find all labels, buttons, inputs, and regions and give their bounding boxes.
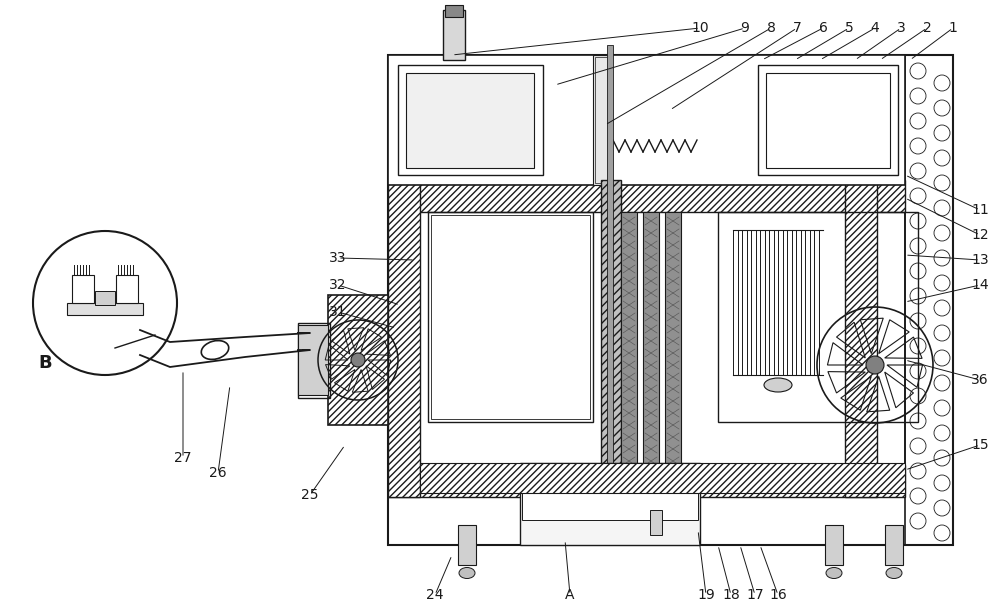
Text: 26: 26	[209, 466, 227, 480]
Text: 8: 8	[767, 21, 775, 35]
Text: 32: 32	[329, 278, 347, 292]
Ellipse shape	[826, 568, 842, 579]
Ellipse shape	[459, 568, 475, 579]
Bar	[298, 323, 330, 398]
Text: 33: 33	[329, 251, 347, 265]
Bar	[593, 55, 611, 185]
Bar	[458, 525, 476, 565]
Ellipse shape	[886, 568, 902, 579]
Text: 6: 6	[819, 21, 827, 35]
Bar	[95, 291, 115, 305]
Text: 17: 17	[746, 588, 764, 602]
Bar	[766, 73, 890, 168]
Bar	[607, 45, 613, 545]
Text: 27: 27	[174, 451, 192, 465]
Text: 24: 24	[426, 588, 444, 602]
Bar	[298, 325, 328, 395]
Bar	[665, 212, 681, 465]
Text: 3: 3	[897, 21, 905, 35]
Text: B: B	[38, 354, 52, 372]
Bar	[416, 185, 905, 490]
Bar	[67, 303, 143, 315]
Bar	[328, 295, 388, 425]
Bar	[520, 463, 700, 545]
Bar	[522, 465, 698, 520]
Ellipse shape	[201, 341, 229, 359]
Bar	[428, 212, 593, 422]
Text: 13: 13	[971, 253, 989, 267]
Bar	[621, 212, 637, 465]
Bar	[398, 65, 543, 175]
Bar	[845, 180, 877, 497]
Bar	[718, 212, 918, 422]
Text: 10: 10	[691, 21, 709, 35]
Bar	[758, 65, 898, 175]
Text: 4: 4	[871, 21, 879, 35]
Text: 5: 5	[845, 21, 853, 35]
Text: 19: 19	[697, 588, 715, 602]
Ellipse shape	[764, 378, 792, 392]
Bar	[431, 215, 590, 419]
Bar	[116, 275, 138, 303]
Bar	[388, 55, 905, 185]
Text: 18: 18	[722, 588, 740, 602]
Text: 12: 12	[971, 228, 989, 242]
Bar	[445, 5, 463, 17]
Bar	[601, 180, 621, 465]
Bar	[420, 463, 905, 493]
Bar	[443, 10, 465, 60]
Text: 25: 25	[301, 488, 319, 502]
Text: 11: 11	[971, 203, 989, 217]
Text: A: A	[565, 588, 575, 602]
Bar	[905, 55, 953, 545]
Circle shape	[866, 356, 884, 374]
Text: 31: 31	[329, 305, 347, 319]
Bar	[388, 465, 905, 497]
Bar	[388, 180, 420, 497]
Text: 9: 9	[741, 21, 749, 35]
Bar	[650, 510, 662, 535]
Bar	[825, 525, 843, 565]
Text: 16: 16	[769, 588, 787, 602]
Text: 15: 15	[971, 438, 989, 452]
Bar	[643, 212, 659, 465]
Text: 36: 36	[971, 373, 989, 387]
Bar	[406, 73, 534, 168]
Bar	[388, 55, 953, 545]
Text: 14: 14	[971, 278, 989, 292]
Text: 1: 1	[949, 21, 957, 35]
Text: 2: 2	[923, 21, 931, 35]
Bar	[885, 525, 903, 565]
Bar	[72, 275, 94, 303]
Circle shape	[351, 353, 365, 367]
Bar	[388, 180, 905, 212]
Text: 7: 7	[793, 21, 801, 35]
Bar	[595, 57, 609, 183]
